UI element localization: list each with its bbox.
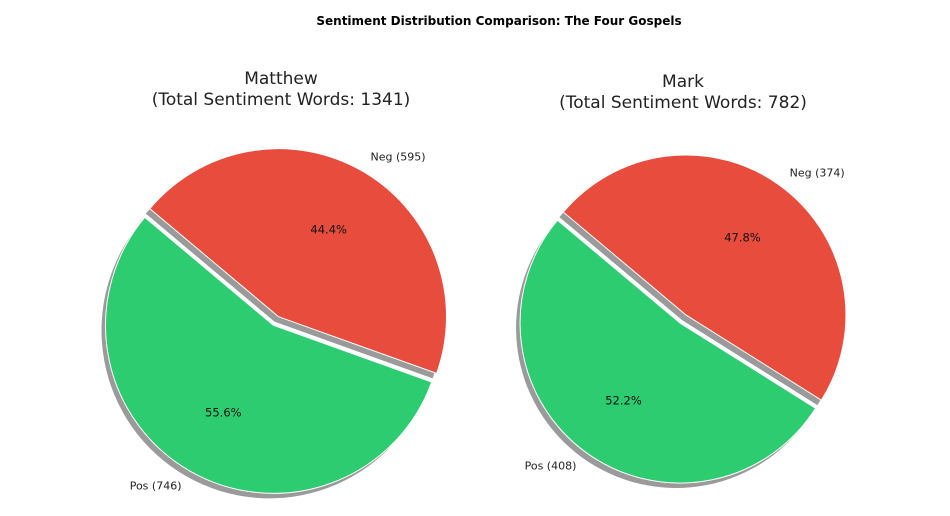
pie-mark: Mark (Total Sentiment Words: 782) 52.2% P… <box>516 72 847 489</box>
pie-matthew-slice-neg <box>149 148 447 375</box>
pie-mark-label-pos: Pos (408) <box>525 459 577 472</box>
pie-mark-label-neg: Neg (374) <box>790 167 845 180</box>
pie-mark-pct-pos: 52.2% <box>605 394 642 408</box>
pie-mark-slice-pos <box>519 219 817 484</box>
pie-matthew: Matthew (Total Sentiment Words: 1341) 55… <box>101 69 447 499</box>
pie-matthew-title-line1: Matthew <box>244 69 318 89</box>
pie-matthew-label-neg: Neg (595) <box>371 150 426 163</box>
figure-title: Sentiment Distribution Comparison: The F… <box>316 14 681 28</box>
pie-matthew-pct-neg: 44.4% <box>310 222 347 236</box>
pie-matthew-slice-pos <box>105 216 433 494</box>
pie-mark-pct-neg: 47.8% <box>724 230 761 244</box>
pie-matthew-title-line2: (Total Sentiment Words: 1341) <box>152 90 411 110</box>
pie-mark-title-line1: Mark <box>662 72 704 92</box>
pie-mark-slice-neg <box>562 154 847 401</box>
pie-mark-title-line2: (Total Sentiment Words: 782) <box>559 93 807 113</box>
pie-matthew-label-pos: Pos (746) <box>130 480 182 493</box>
pie-matthew-pct-pos: 55.6% <box>205 406 242 420</box>
